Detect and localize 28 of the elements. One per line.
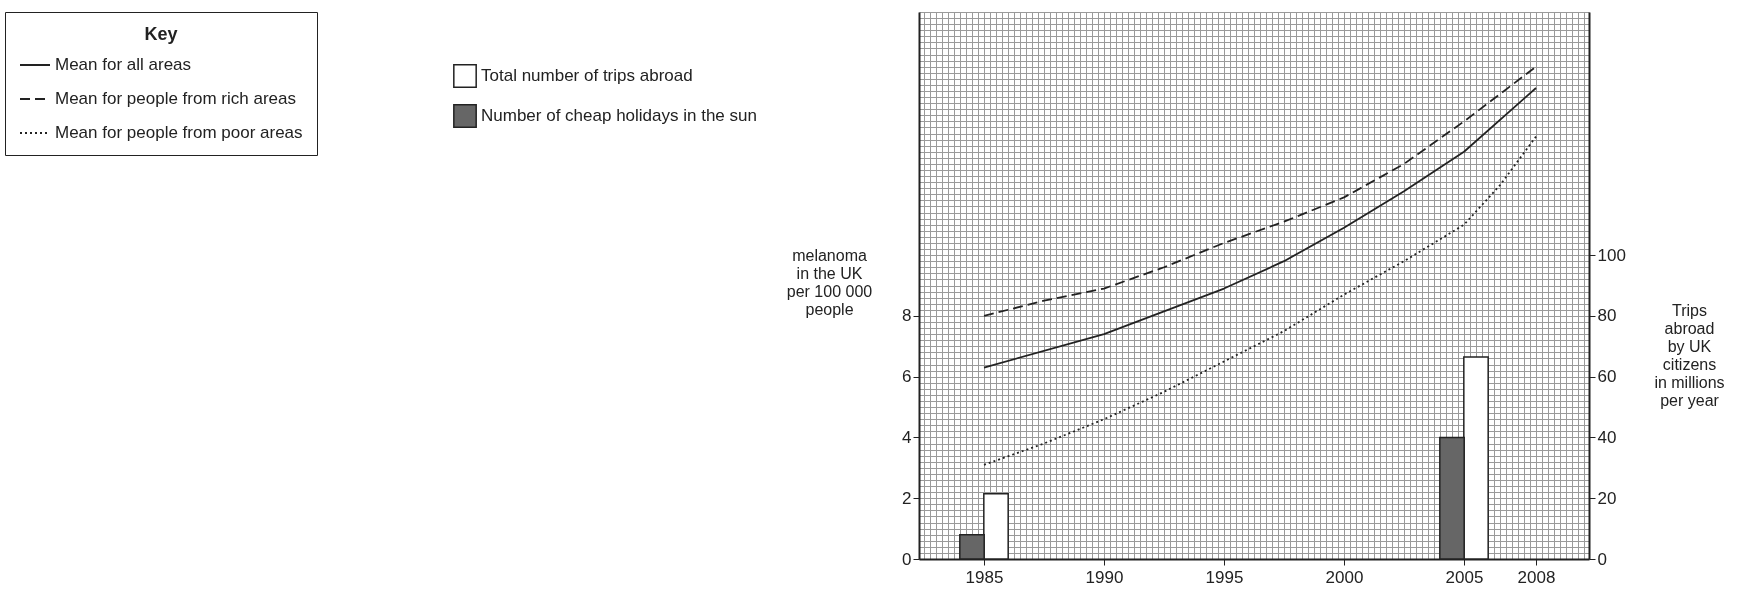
y2-axis-title: Trips abroad by UK citizens in millions per year (1654, 301, 1725, 409)
y-tick-label: 0 (902, 549, 912, 569)
line-series (983, 65, 1537, 317)
y-tick-label: 2 (902, 488, 912, 508)
legend-label: Number of cheap holidays in the sun (481, 106, 757, 125)
y2-tick-label: 80 (1597, 306, 1617, 326)
x-tick-label: 2000 (1325, 567, 1364, 587)
legend-label: Mean for people from rich areas (55, 89, 296, 108)
legend-title: Key (144, 24, 178, 44)
legend-label: Mean for people from poor areas (55, 123, 303, 142)
y-tick-label: 8 (902, 306, 912, 326)
y2-tick-label: 0 (1597, 549, 1607, 569)
y2-tick-label: 20 (1597, 488, 1617, 508)
x-tick-label: 2005 (1445, 567, 1484, 587)
legend-label: Mean for all areas (55, 55, 192, 74)
line-series (983, 135, 1537, 466)
y-axis-title: melanoma in the UK per 100 000 people (786, 246, 873, 318)
y-tick-label: 4 (902, 427, 912, 447)
line-series (983, 87, 1537, 369)
y2-tick-label: 100 (1597, 245, 1626, 265)
y-tick-label: 6 (902, 367, 912, 387)
legend-label: Total number of trips abroad (481, 66, 693, 85)
x-tick-label: 1985 (965, 567, 1004, 587)
x-tick-label: 2008 (1517, 567, 1556, 587)
x-tick-label: 1990 (1085, 567, 1124, 587)
y2-tick-label: 60 (1597, 367, 1617, 387)
x-tick-label: 1995 (1205, 567, 1244, 587)
y2-tick-label: 40 (1597, 427, 1617, 447)
